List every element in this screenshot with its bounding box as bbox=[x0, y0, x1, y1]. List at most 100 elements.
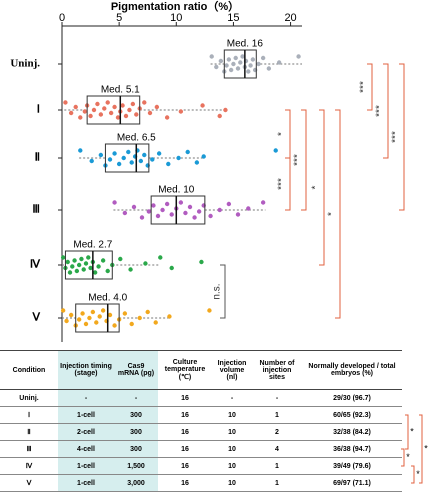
header-cell: Culture temperature (℃) bbox=[158, 350, 212, 390]
data-point bbox=[78, 115, 83, 120]
data-point bbox=[207, 308, 212, 313]
significance-bracket bbox=[405, 414, 409, 450]
table-row: Ⅲ 4-cell 300 16 10 4 36/38 (94.7) bbox=[0, 440, 402, 458]
data-point bbox=[260, 55, 266, 61]
data-point bbox=[153, 320, 158, 325]
chart-title: Pigmentation ratio（%） bbox=[111, 0, 239, 13]
data-point bbox=[60, 255, 66, 260]
median-label: Med. 6.5 bbox=[117, 133, 156, 144]
data-point bbox=[83, 261, 89, 266]
data-point bbox=[166, 161, 171, 167]
data-point bbox=[196, 209, 202, 214]
data-point bbox=[116, 161, 122, 167]
data-point bbox=[217, 113, 222, 119]
category-label: Uninj. bbox=[10, 58, 40, 70]
table-row: Ⅱ 2-cell 300 16 10 2 32/38 (84.2) bbox=[0, 423, 402, 441]
data-point bbox=[67, 270, 73, 275]
data-point bbox=[120, 103, 125, 108]
data-point bbox=[250, 57, 256, 62]
data-point bbox=[68, 312, 74, 318]
data-point bbox=[91, 107, 97, 113]
table-cell: 1-cell bbox=[58, 406, 114, 424]
data-point bbox=[226, 201, 232, 207]
data-point bbox=[97, 314, 102, 319]
data-point bbox=[246, 69, 251, 74]
table-cell: - bbox=[212, 389, 252, 407]
data-point bbox=[115, 115, 121, 120]
table-cell: - bbox=[252, 389, 302, 407]
data-point bbox=[118, 256, 123, 262]
data-point bbox=[238, 60, 243, 65]
data-point bbox=[127, 107, 132, 113]
data-point bbox=[64, 318, 69, 324]
data-point bbox=[79, 256, 84, 262]
significance-label: *** bbox=[359, 81, 370, 93]
table-cell: 29/30 (96.7) bbox=[302, 389, 402, 407]
data-point bbox=[240, 54, 245, 59]
significance-label: * bbox=[406, 452, 410, 462]
data-point bbox=[137, 315, 142, 321]
x-tick-label: 5 bbox=[116, 12, 122, 24]
significance-label: * bbox=[311, 185, 322, 189]
x-tick-label: 15 bbox=[227, 12, 239, 24]
data-point bbox=[123, 113, 129, 119]
table-cell: 39/49 (79.6) bbox=[302, 457, 402, 475]
data-point bbox=[102, 106, 107, 111]
table-cell: 1,500 bbox=[114, 457, 158, 475]
significance-bracket bbox=[301, 109, 307, 211]
data-point bbox=[296, 54, 301, 59]
table-cell: 1 bbox=[252, 457, 302, 475]
table-cell: 300 bbox=[114, 406, 158, 424]
table-cell: Ⅲ bbox=[0, 440, 58, 458]
data-point bbox=[105, 268, 110, 274]
header-cell: Cas9 mRNA (pg) bbox=[114, 350, 158, 390]
data-point bbox=[131, 204, 137, 210]
category-label: Ⅴ bbox=[31, 312, 40, 324]
table-cell: 16 bbox=[158, 457, 212, 475]
data-point bbox=[199, 259, 204, 265]
data-point bbox=[139, 215, 145, 220]
data-point bbox=[248, 63, 253, 68]
data-point bbox=[142, 100, 147, 105]
data-point bbox=[176, 155, 181, 161]
table-cell: 300 bbox=[114, 423, 158, 441]
data-point bbox=[96, 264, 101, 269]
data-point bbox=[246, 206, 251, 211]
data-point bbox=[169, 212, 174, 217]
data-point bbox=[92, 270, 98, 275]
data-point bbox=[256, 61, 261, 67]
data-point bbox=[130, 101, 136, 107]
chart: Pigmentation ratio（%） 0 5 10 15 20 Uninj. Med.… bbox=[10, 0, 405, 342]
table-cell: Ⅰ bbox=[0, 406, 58, 424]
data-point bbox=[90, 309, 96, 315]
table-cell: 60/65 (92.3) bbox=[302, 406, 402, 424]
table-cell: 10 bbox=[212, 457, 252, 475]
table-cell: Ⅱ bbox=[0, 423, 58, 441]
significance-label: * bbox=[327, 212, 338, 216]
data-point bbox=[218, 58, 224, 64]
data-point bbox=[60, 308, 66, 313]
table-brackets: * * * * bbox=[401, 414, 428, 484]
data-point bbox=[160, 207, 165, 213]
data-point bbox=[129, 160, 134, 165]
data-point bbox=[80, 311, 85, 316]
significance-bracket bbox=[335, 109, 341, 319]
data-point bbox=[76, 262, 82, 268]
x-tick-label: 10 bbox=[170, 12, 182, 24]
data-point bbox=[167, 314, 172, 319]
table-cell: 36/38 (94.7) bbox=[302, 440, 402, 458]
data-point bbox=[86, 255, 91, 260]
data-point bbox=[169, 265, 174, 271]
data-point bbox=[217, 207, 222, 213]
table-cell: 1 bbox=[252, 474, 302, 492]
table-cell: 1-cell bbox=[58, 474, 114, 492]
table-cell: 32/38 (84.2) bbox=[302, 423, 402, 441]
data-point bbox=[164, 201, 170, 207]
data-point bbox=[155, 213, 161, 219]
significance-label: * bbox=[277, 132, 288, 136]
data-point bbox=[164, 115, 170, 120]
significance-bracket bbox=[367, 63, 373, 111]
data-point bbox=[194, 160, 200, 165]
header-cell: Number of injection sites bbox=[252, 350, 302, 390]
